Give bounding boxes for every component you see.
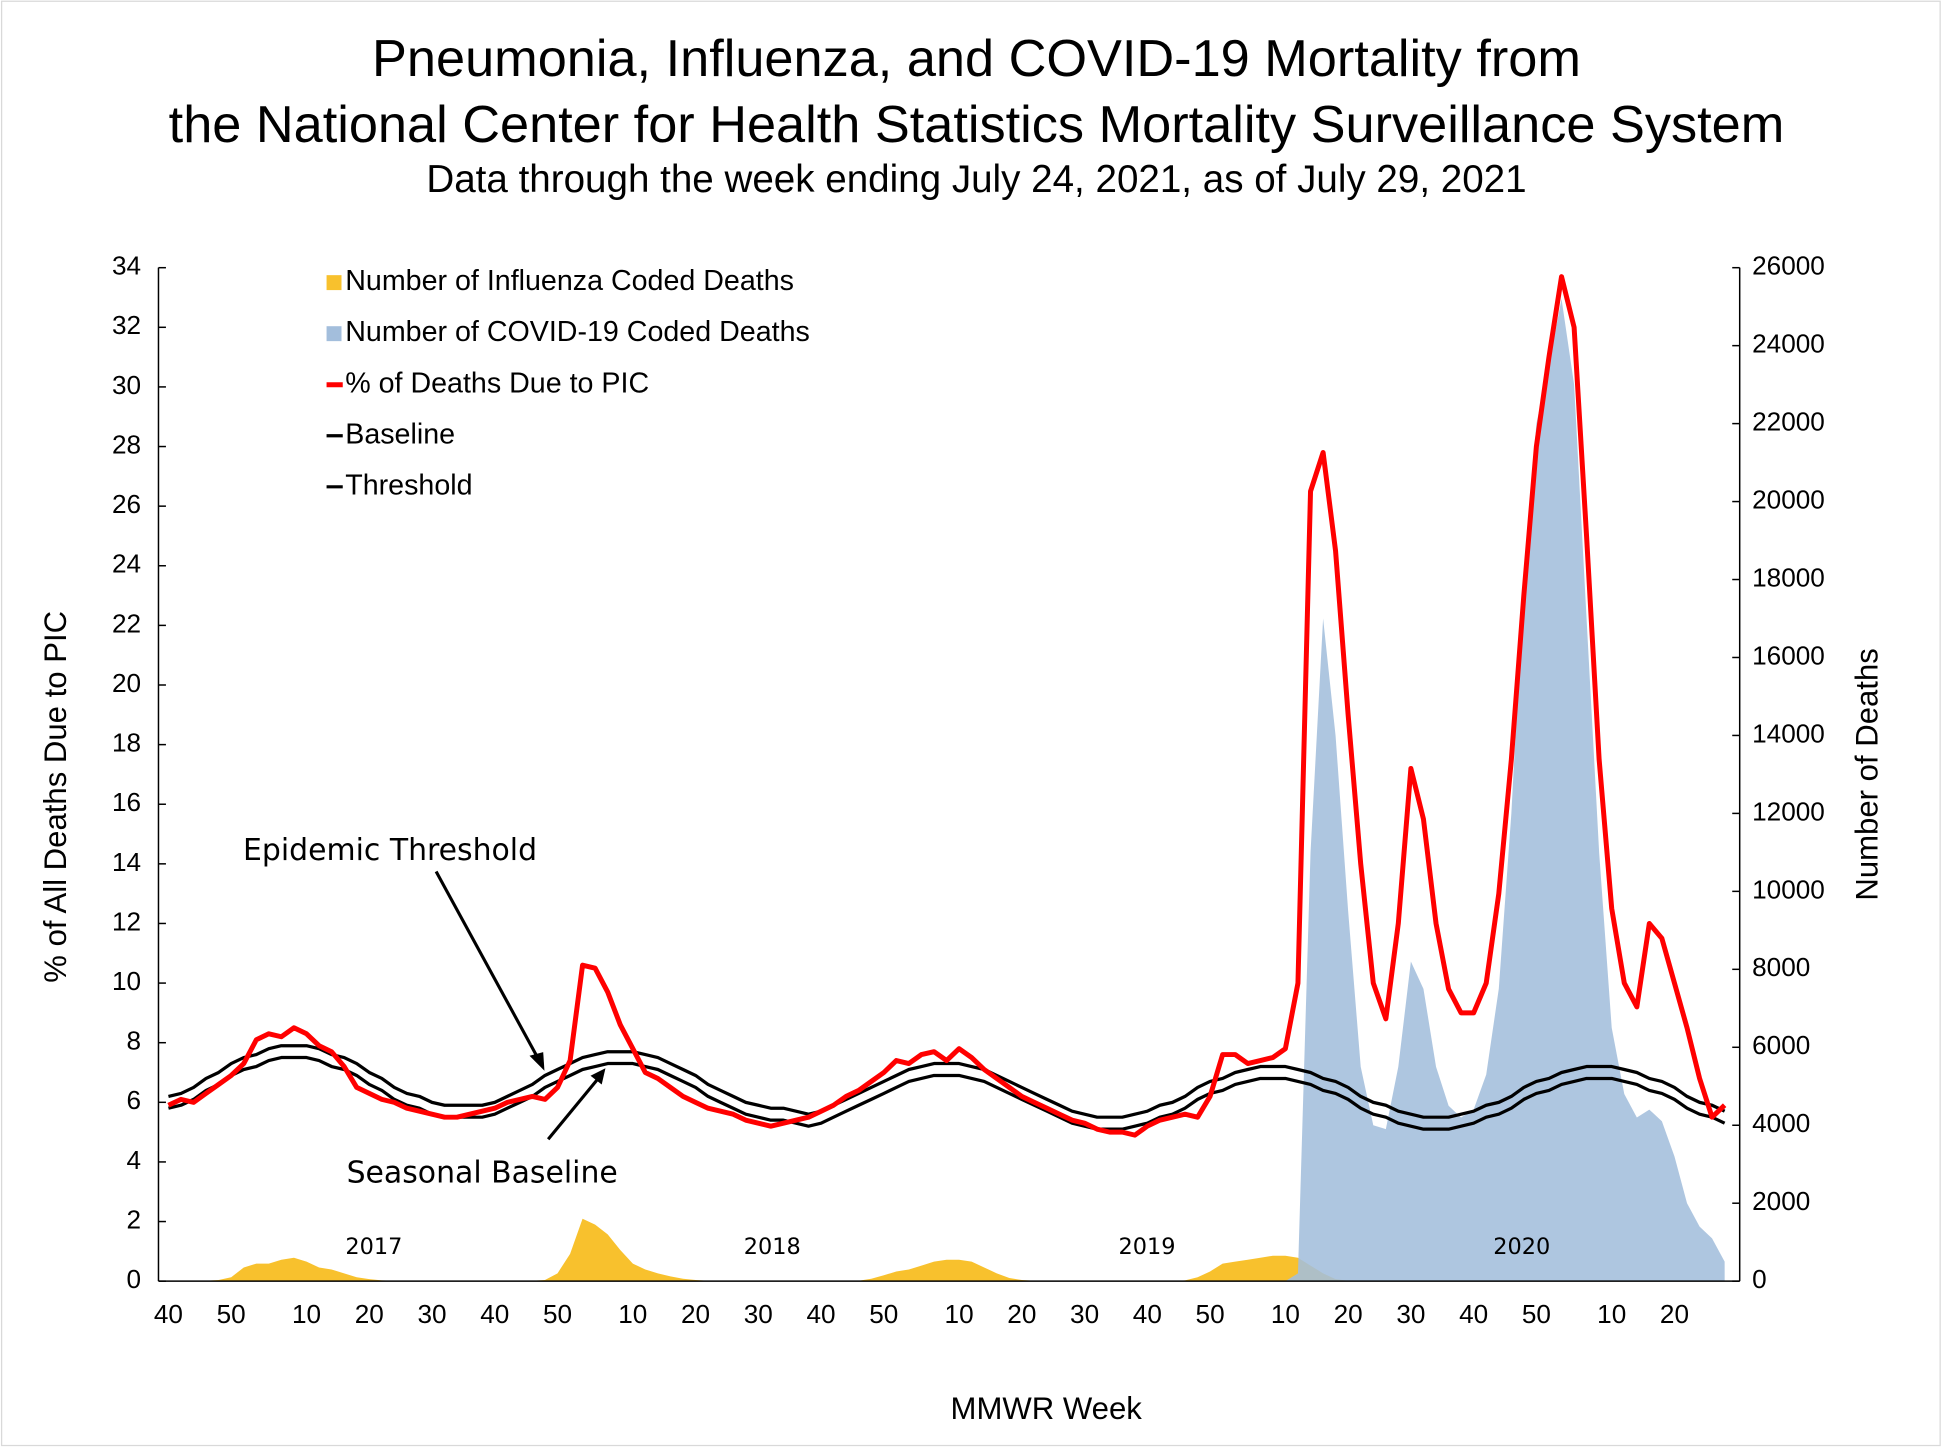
y2-tick-label: 0: [1752, 1264, 1767, 1294]
x-tick-label: 50: [217, 1299, 246, 1329]
y2-tick-label: 20000: [1752, 484, 1825, 514]
x-tick-label: 20: [681, 1299, 710, 1329]
x-tick-label: 30: [744, 1299, 773, 1329]
x-tick-label: 20: [1334, 1299, 1363, 1329]
y-tick-label: 18: [112, 728, 141, 758]
y2-tick-label: 2000: [1752, 1186, 1810, 1216]
y-tick-label: 30: [112, 370, 141, 400]
x-tick-label: 10: [945, 1299, 974, 1329]
x-tick-label: 30: [417, 1299, 446, 1329]
y-tick-label: 12: [112, 906, 141, 936]
x-tick-label: 10: [618, 1299, 647, 1329]
legend-label: % of Deaths Due to PIC: [345, 367, 649, 399]
y-tick-label: 2: [127, 1204, 142, 1234]
season-label: 2020: [1493, 1234, 1550, 1260]
y2-tick-label: 10000: [1752, 874, 1825, 904]
season-label: 2018: [744, 1234, 801, 1260]
x-tick-label: 20: [355, 1299, 384, 1329]
y2-tick-label: 16000: [1752, 640, 1825, 670]
y-tick-label: 20: [112, 668, 141, 698]
y2-tick-label: 12000: [1752, 796, 1825, 826]
y-tick-label: 14: [112, 847, 141, 877]
x-tick-label: 40: [807, 1299, 836, 1329]
legend-swatch: [327, 275, 342, 290]
y-tick-label: 6: [127, 1085, 142, 1115]
x-tick-label: 40: [1133, 1299, 1162, 1329]
legend-label: Number of Influenza Coded Deaths: [345, 265, 794, 297]
x-tick-label: 40: [480, 1299, 509, 1329]
y-tick-label: 8: [127, 1026, 142, 1056]
y2-tick-label: 18000: [1752, 562, 1825, 592]
y2-tick-label: 4000: [1752, 1108, 1810, 1138]
x-tick-label: 10: [292, 1299, 321, 1329]
x-tick-label: 50: [1196, 1299, 1225, 1329]
y2-tick-label: 22000: [1752, 407, 1825, 437]
y-tick-label: 22: [112, 608, 141, 638]
season-label: 2019: [1119, 1234, 1176, 1260]
x-tick-label: 40: [154, 1299, 183, 1329]
x-tick-label: 30: [1396, 1299, 1425, 1329]
legend-label: Number of COVID-19 Coded Deaths: [345, 316, 810, 348]
x-tick-label: 20: [1007, 1299, 1036, 1329]
y-tick-label: 10: [112, 966, 141, 996]
y2-tick-label: 8000: [1752, 952, 1810, 982]
y-tick-label: 0: [127, 1264, 142, 1294]
y-tick-label: 34: [112, 251, 141, 281]
y2-tick-label: 26000: [1752, 251, 1825, 281]
annotation: Seasonal Baseline: [347, 1156, 618, 1191]
chart-subtitle: Data through the week ending July 24, 20…: [426, 158, 1526, 201]
y-tick-label: 32: [112, 310, 141, 340]
chart-title: Pneumonia, Influenza, and COVID-19 Morta…: [372, 30, 1581, 88]
legend-label: Baseline: [345, 418, 455, 450]
y2-tick-label: 6000: [1752, 1030, 1810, 1060]
x-axis-label: MMWR Week: [951, 1391, 1143, 1426]
y2-tick-label: 24000: [1752, 329, 1825, 359]
y-axis-label: % of All Deaths Due to PIC: [38, 611, 73, 983]
y2-axis-label: Number of Deaths: [1849, 648, 1884, 900]
y-tick-label: 28: [112, 429, 141, 459]
y-tick-label: 24: [112, 549, 141, 579]
x-tick-label: 20: [1660, 1299, 1689, 1329]
x-tick-label: 40: [1459, 1299, 1488, 1329]
legend-swatch: [327, 326, 342, 341]
x-tick-label: 50: [1522, 1299, 1551, 1329]
y2-tick-label: 14000: [1752, 718, 1825, 748]
x-tick-label: 50: [869, 1299, 898, 1329]
x-tick-label: 30: [1070, 1299, 1099, 1329]
season-label: 2017: [345, 1234, 402, 1260]
y-tick-label: 16: [112, 787, 141, 817]
chart-title: the National Center for Health Statistic…: [169, 96, 1785, 154]
x-tick-label: 50: [543, 1299, 572, 1329]
annotation: Epidemic Threshold: [243, 833, 537, 868]
legend-label: Threshold: [345, 469, 472, 501]
y-tick-label: 4: [127, 1145, 142, 1175]
y-tick-label: 26: [112, 489, 141, 519]
x-tick-label: 10: [1597, 1299, 1626, 1329]
x-tick-label: 10: [1271, 1299, 1300, 1329]
